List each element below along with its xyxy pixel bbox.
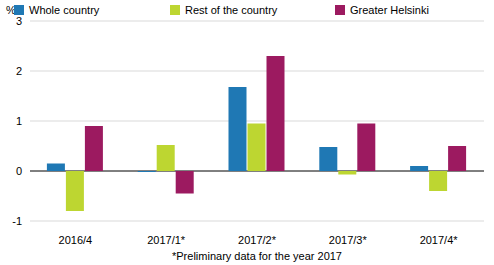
x-tick-label: 2017/1* [147, 234, 186, 246]
bar [85, 126, 103, 171]
chart-container: -1 0 1 2 3 2016/4 2017/1* 2017/2* 2017/3* 2017/4*… [0, 0, 494, 265]
y-tick-label: 1 [16, 115, 22, 127]
grid-line [30, 21, 484, 22]
y-tick-label: -1 [12, 215, 22, 227]
bars [47, 56, 466, 211]
grid-line [30, 121, 484, 122]
legend-label: Greater Helsinki [350, 4, 429, 16]
bar [157, 145, 175, 171]
legend-swatch [14, 5, 24, 15]
bar [176, 171, 194, 194]
x-tick-label: 2017/4* [420, 234, 459, 246]
bar [319, 147, 337, 171]
x-tick-label: 2016/4 [59, 234, 93, 246]
y-tick-label: 3 [16, 15, 22, 27]
x-tick-label: 2017/2* [238, 234, 277, 246]
bar [138, 171, 156, 172]
x-tick-label: 2017/3* [329, 234, 368, 246]
legend-swatch [170, 5, 180, 15]
y-tick-label: 0 [16, 165, 22, 177]
bar [357, 124, 375, 172]
chart-svg: -1 0 1 2 3 2016/4 2017/1* 2017/2* 2017/3* 2017/4*… [0, 0, 494, 265]
bar [429, 171, 447, 191]
bar [338, 171, 356, 175]
bar [47, 164, 65, 172]
bar [66, 171, 84, 211]
bar [410, 166, 428, 171]
bar [448, 146, 466, 171]
legend-label: Rest of the country [185, 4, 278, 16]
grid-line [30, 221, 484, 222]
x-axis-label: *Preliminary data for the year 2017 [172, 250, 342, 262]
legend-swatch [335, 5, 345, 15]
grid-line [30, 71, 484, 72]
bar [229, 87, 247, 171]
bar [248, 124, 266, 172]
legend-label: Whole country [29, 4, 100, 16]
bar [267, 56, 285, 171]
y-tick-label: 2 [16, 65, 22, 77]
